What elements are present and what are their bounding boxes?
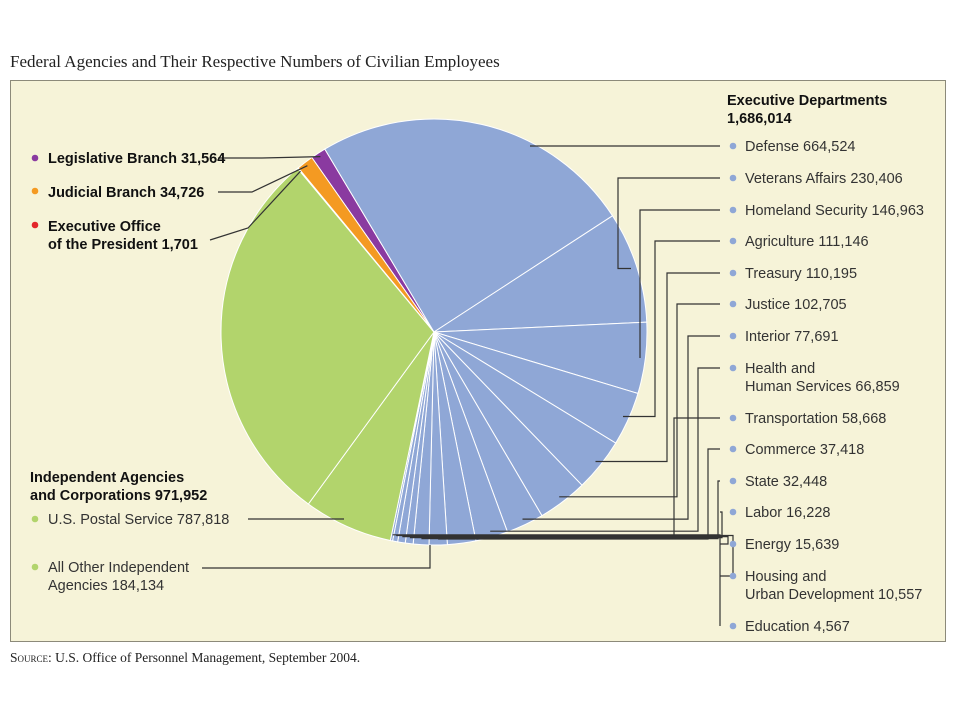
slice-label-veterans-affairs: Veterans Affairs 230,406 — [745, 171, 903, 187]
slice-label-all-other-independent-agencies: All Other Independent — [48, 560, 189, 576]
legend-dot-health-and-human-services — [729, 364, 737, 372]
slice-label-defense: Defense 664,524 — [745, 139, 855, 155]
legend-dot-labor — [729, 508, 737, 516]
slice-label-u-s-postal-service: U.S. Postal Service 787,818 — [48, 512, 229, 528]
leader-energy — [402, 536, 729, 545]
leader-labor — [409, 511, 723, 539]
legend-dot-u-s-postal-service — [31, 515, 39, 523]
leader-all-other-independent-agencies — [202, 545, 431, 569]
slice-u-s-postal-service — [220, 167, 435, 505]
executive-group-title: Executive Departments — [727, 93, 887, 109]
slice-label-executive-office-of-the-president: Executive Office — [48, 219, 161, 235]
slice-label-education: Education 4,567 — [745, 619, 850, 635]
source-text: : U.S. Office of Personnel Management, S… — [48, 650, 361, 665]
legend-dot-interior — [729, 332, 737, 340]
slice-label-executive-office-of-the-president-line2: of the President 1,701 — [48, 237, 198, 253]
slice-label-health-and-human-services: Health and — [745, 361, 815, 377]
leader-state — [421, 480, 720, 540]
slice-defense — [324, 118, 614, 333]
leader-housing-and-urban-development — [396, 534, 734, 577]
leader-justice — [559, 303, 720, 498]
legend-dot-state — [729, 477, 737, 485]
legend-dot-defense — [729, 142, 737, 150]
source-label: Source — [10, 650, 49, 665]
legend-dot-transportation — [729, 414, 737, 422]
leader-treasury — [595, 272, 720, 463]
pie-slices — [220, 118, 648, 546]
leader-education — [392, 534, 721, 626]
leader-agriculture — [623, 240, 720, 418]
slice-label-state: State 32,448 — [745, 474, 827, 490]
slice-label-justice: Justice 102,705 — [745, 297, 847, 313]
slice-label-health-and-human-services-line2: Human Services 66,859 — [745, 379, 900, 395]
legend-dot-homeland-security — [729, 206, 737, 214]
chart-title: Federal Agencies and Their Respective Nu… — [10, 52, 500, 71]
slice-label-homeland-security: Homeland Security 146,963 — [745, 203, 924, 219]
slice-label-all-other-independent-agencies-line2: Agencies 184,134 — [48, 578, 164, 594]
source-note: Source: U.S. Office of Personnel Managem… — [10, 650, 360, 666]
slice-label-treasury: Treasury 110,195 — [745, 266, 857, 282]
leader-lines — [202, 145, 734, 626]
slice-label-agriculture: Agriculture 111,146 — [745, 234, 869, 250]
leader-interior — [522, 335, 720, 520]
leader-executive-office-of-the-president — [209, 170, 301, 241]
legend-dot-veterans-affairs — [729, 174, 737, 182]
slice-label-interior: Interior 77,691 — [745, 329, 839, 345]
legend-dot-education — [729, 622, 737, 630]
slice-label-housing-and-urban-development: Housing and — [745, 569, 826, 585]
leader-veterans-affairs — [617, 177, 720, 270]
legend-dot-treasury — [729, 269, 737, 277]
slice-judicial-branch — [297, 156, 435, 333]
legend-dot-executive-office-of-the-president — [31, 221, 39, 229]
slice-label-transportation: Transportation 58,668 — [745, 411, 886, 427]
slice-veterans-affairs — [432, 215, 648, 333]
independent-group-total: and Corporations 971,952 — [30, 488, 207, 504]
slice-label-judicial-branch: Judicial Branch 34,726 — [48, 185, 204, 201]
legend-dot-housing-and-urban-development — [729, 572, 737, 580]
legend-dot-justice — [729, 300, 737, 308]
legend-dot-commerce — [729, 445, 737, 453]
leader-homeland-security — [639, 209, 720, 358]
leader-judicial-branch — [218, 165, 308, 193]
executive-group-total: 1,686,014 — [727, 111, 792, 127]
slice-label-housing-and-urban-development-line2: Urban Development 10,557 — [745, 587, 922, 603]
slice-labels: Legislative Branch 31,564 Defense 664,524… — [30, 93, 924, 635]
legend-dot-agriculture — [729, 237, 737, 245]
slice-label-commerce: Commerce 37,418 — [745, 442, 864, 458]
legend-dot-energy — [729, 540, 737, 548]
legend-dot-judicial-branch — [31, 187, 39, 195]
leader-health-and-human-services — [490, 367, 720, 532]
legend-dot-all-other-independent-agencies — [31, 563, 39, 571]
leader-legislative-branch — [218, 156, 321, 159]
independent-group-title: Independent Agencies — [30, 470, 184, 486]
slice-label-energy: Energy 15,639 — [745, 537, 839, 553]
legend-dot-legislative-branch — [31, 154, 39, 162]
slice-label-labor: Labor 16,228 — [745, 505, 830, 521]
slice-label-legislative-branch: Legislative Branch 31,564 — [48, 151, 225, 167]
